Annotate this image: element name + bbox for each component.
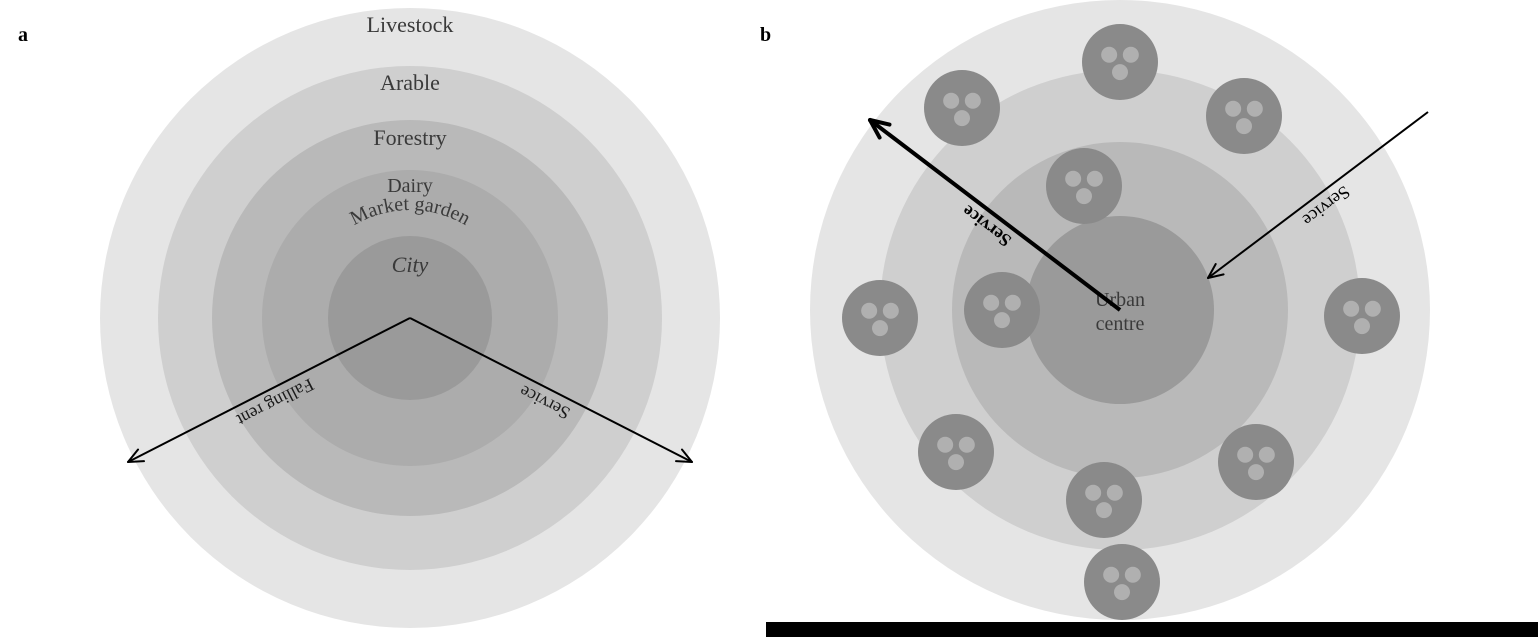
figure-container: a b LivestockArableForestryDairyMarket g… <box>0 0 1538 637</box>
panel-a-diagram: LivestockArableForestryDairyMarket garde… <box>0 0 820 637</box>
bottom-bar <box>766 622 1538 637</box>
svg-text:Livestock: Livestock <box>367 12 454 37</box>
svg-text:Arable: Arable <box>380 70 440 95</box>
svg-text:Forestry: Forestry <box>373 125 446 150</box>
svg-text:City: City <box>392 252 429 277</box>
svg-text:centre: centre <box>1096 313 1145 335</box>
panel-b-diagram: UrbancentreServiceService <box>758 0 1538 637</box>
